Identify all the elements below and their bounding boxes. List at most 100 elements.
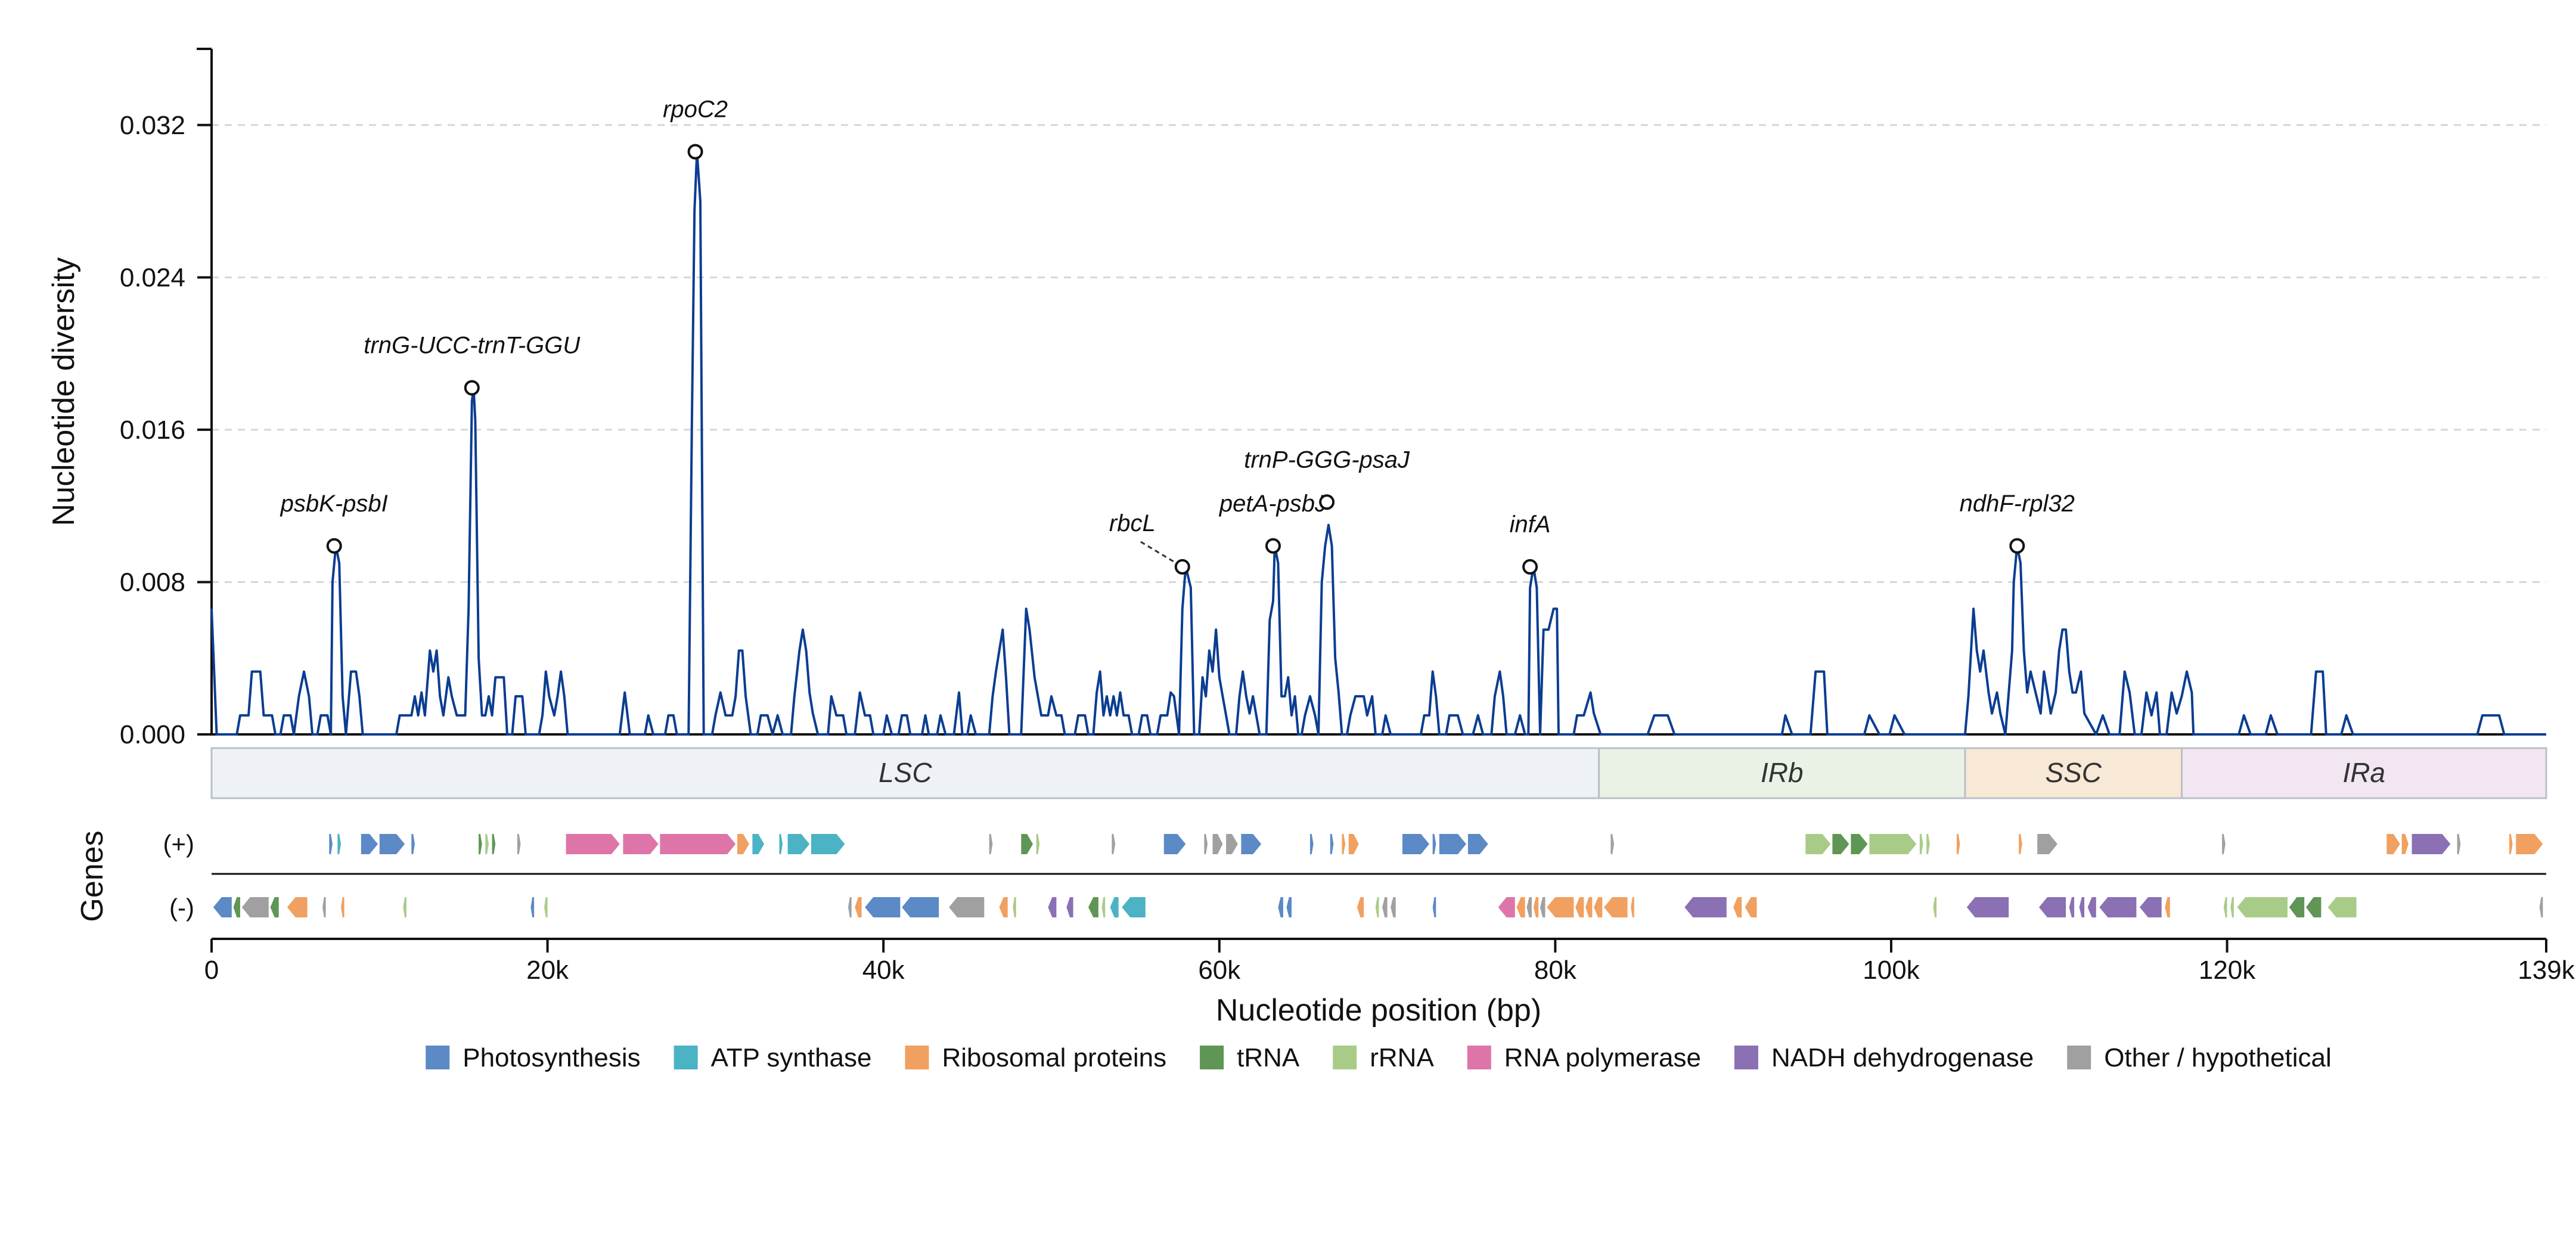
gene-feature <box>999 897 1008 917</box>
legend-entry: NADH dehydrogenase <box>1771 1043 2034 1072</box>
legend-swatch <box>2067 1046 2091 1069</box>
legend-entry: Photosynthesis <box>463 1043 640 1072</box>
gene-feature <box>241 897 269 917</box>
gene-feature <box>1013 897 1016 917</box>
gene-feature <box>1212 834 1223 854</box>
peak-marker <box>1319 494 1335 510</box>
y-axis-title: Nucleotide diversity <box>46 258 81 526</box>
gene-feature <box>2386 834 2400 854</box>
gene-feature <box>403 897 406 917</box>
region-label: IRb <box>1761 757 1804 788</box>
x-ticks: 0 20k 40k 60k 80k 100k 120k 139k <box>204 939 2575 985</box>
gene-feature <box>1375 897 1379 917</box>
x-tick-label: 100k <box>1863 956 1920 985</box>
legend-entry: rRNA <box>1370 1043 1434 1072</box>
gene-feature <box>1382 897 1388 917</box>
gene-feature <box>322 897 326 917</box>
gene-feature <box>379 834 405 854</box>
gene-feature <box>949 897 985 917</box>
gene-feature <box>787 834 810 854</box>
gene-feature <box>1163 834 1186 854</box>
gene-feature <box>329 834 333 854</box>
x-tick-label: 60k <box>1198 956 1241 985</box>
gene-feature <box>2401 834 2409 854</box>
legend-swatch <box>1734 1046 1758 1069</box>
peak-label: petA-psbJ <box>1219 491 1327 517</box>
gene-feature <box>2039 897 2066 917</box>
gene-feature <box>2165 897 2170 917</box>
peak-marker <box>1265 538 1281 554</box>
gene-feature <box>1832 834 1849 854</box>
legend-swatch <box>1333 1046 1357 1069</box>
legend-entry: ATP synthase <box>711 1043 872 1072</box>
gene-feature <box>811 834 845 854</box>
gene-feature <box>1745 897 1757 917</box>
peak-label: rpoC2 <box>663 97 728 123</box>
gene-feature <box>1604 897 1628 917</box>
gene-feature <box>1526 897 1532 917</box>
gene-feature <box>337 834 341 854</box>
peak-label: trnG-UCC-trnT-GGU <box>364 333 581 359</box>
legend-swatch <box>1467 1046 1491 1069</box>
gene-feature <box>660 834 736 854</box>
legend-swatch <box>1200 1046 1224 1069</box>
gene-feature <box>1391 897 1396 917</box>
gene-feature <box>411 834 415 854</box>
gene-feature <box>1432 897 1436 917</box>
gene-feature <box>1204 834 1208 854</box>
gridlines <box>212 124 2546 583</box>
gene-feature <box>1342 834 1346 854</box>
peak-marker <box>326 538 342 554</box>
gene-feature <box>1101 897 1106 917</box>
gene-feature <box>479 834 482 854</box>
gene-feature <box>1610 834 1614 854</box>
region-label: SSC <box>2045 757 2102 788</box>
gene-feature <box>1348 834 1359 854</box>
gene-feature <box>2457 834 2461 854</box>
legend-entry: Ribosomal proteins <box>942 1043 1166 1072</box>
gene-feature <box>1540 897 1545 917</box>
region-box <box>2180 747 2547 799</box>
gene-feature <box>2087 897 2096 917</box>
y-tick-label: 0.008 <box>120 567 185 597</box>
gene-feature <box>1330 834 1334 854</box>
gene-feature <box>1919 834 1923 854</box>
peak-label: infA <box>1510 511 1551 538</box>
gene-feature <box>1575 897 1584 917</box>
gene-feature <box>1926 834 1930 854</box>
diversity-line <box>210 150 2546 736</box>
gene-feature <box>1122 897 1146 917</box>
gene-feature <box>1226 834 1238 854</box>
x-tick-label: 40k <box>862 956 905 985</box>
gene-feature <box>530 897 535 917</box>
gene-feature <box>855 897 862 917</box>
gene-feature <box>2516 834 2543 854</box>
gene-feature <box>233 897 240 917</box>
peak-annotations: psbK-psbI trnG-UCC-trnT-GGU rpoC2 rbcL petA-… <box>280 97 2075 575</box>
peak-marker <box>1522 559 1538 575</box>
region-label: LSC <box>879 757 932 788</box>
x-tick-label: 120k <box>2199 956 2256 985</box>
peak-label: ndhF-rpl32 <box>1960 491 2075 517</box>
gene-feature <box>2222 834 2226 854</box>
gene-feature <box>989 834 993 854</box>
gene-feature <box>1310 834 1314 854</box>
gene-feature <box>485 834 489 854</box>
peak-leader-line <box>1140 541 1177 565</box>
gene-feature <box>2099 897 2137 917</box>
gene-feature <box>1036 834 1040 854</box>
gene-feature <box>1631 897 1634 917</box>
y-ticks: 0.000 0.008 0.016 0.024 0.032 <box>120 111 212 749</box>
gene-feature <box>270 897 279 917</box>
gene-feature <box>341 897 344 917</box>
region-box <box>210 747 1600 799</box>
gene-feature <box>2140 897 2162 917</box>
gene-feature <box>752 834 765 854</box>
peak-marker <box>687 144 703 160</box>
region-box <box>1598 747 1966 799</box>
peak-label: rbcL <box>1109 510 1156 536</box>
y-tick-label: 0.032 <box>120 111 185 140</box>
gene-feature <box>2230 897 2234 917</box>
gene-feature <box>2306 897 2321 917</box>
